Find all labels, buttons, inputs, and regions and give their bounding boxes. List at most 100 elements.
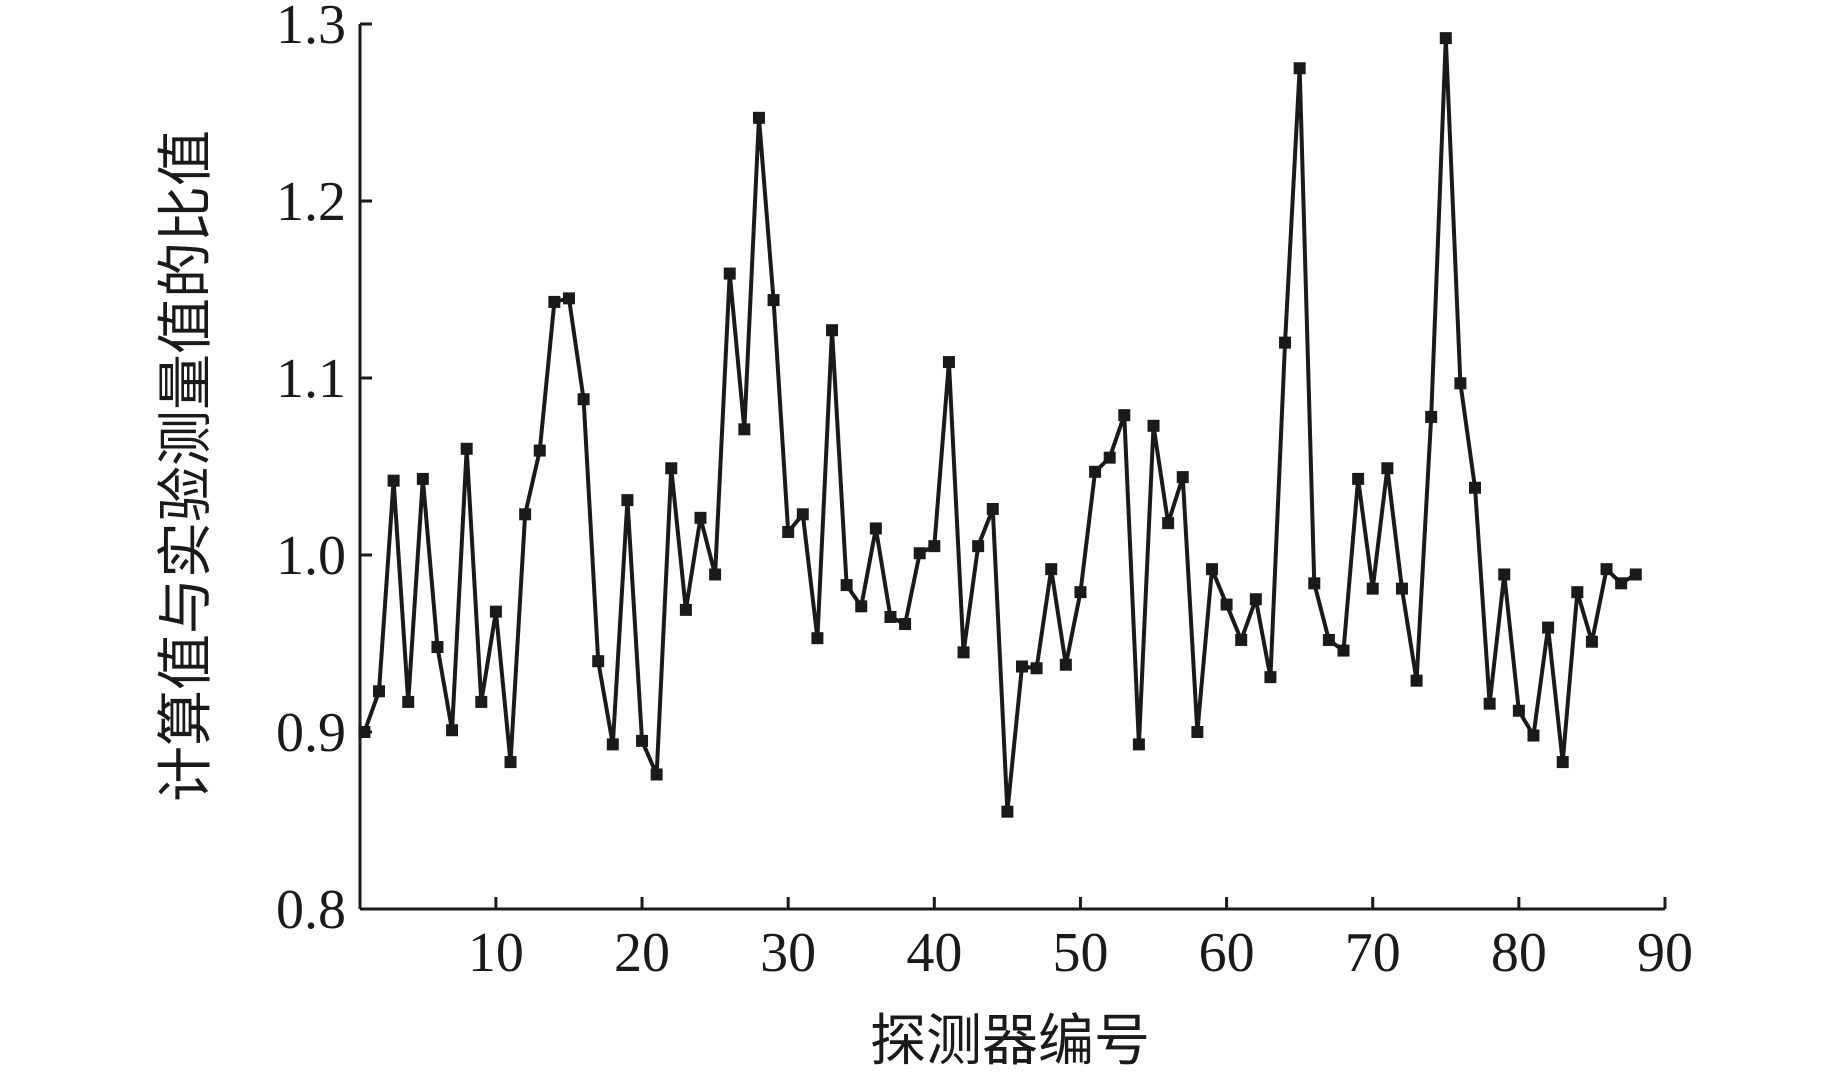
marker xyxy=(782,525,795,538)
marker xyxy=(1469,481,1482,494)
marker xyxy=(913,547,926,560)
x-tick-label: 80 xyxy=(1491,922,1547,984)
marker xyxy=(665,462,678,475)
marker xyxy=(1352,472,1365,485)
x-tick-label: 20 xyxy=(614,922,670,984)
marker xyxy=(840,579,853,592)
marker xyxy=(562,292,575,305)
marker xyxy=(957,646,970,659)
marker xyxy=(1176,471,1189,484)
y-tick-label: 1.3 xyxy=(276,0,346,56)
x-tick-label: 10 xyxy=(468,922,524,984)
y-tick-label: 1.1 xyxy=(276,348,346,410)
marker xyxy=(1308,577,1321,590)
marker xyxy=(796,508,809,521)
marker xyxy=(1439,32,1452,45)
marker xyxy=(650,768,663,781)
marker xyxy=(1045,563,1058,576)
y-tick-label: 1.2 xyxy=(276,171,346,233)
marker xyxy=(621,494,634,507)
marker xyxy=(884,610,897,623)
x-tick-label: 50 xyxy=(1052,922,1108,984)
marker xyxy=(869,522,882,535)
marker xyxy=(636,734,649,747)
marker xyxy=(1571,586,1584,599)
marker xyxy=(1220,598,1233,611)
marker xyxy=(1001,805,1014,818)
marker xyxy=(972,540,985,553)
marker xyxy=(1395,582,1408,595)
marker xyxy=(928,540,941,553)
marker xyxy=(1030,662,1043,675)
marker xyxy=(942,356,955,369)
marker xyxy=(709,568,722,581)
marker xyxy=(504,756,517,769)
marker xyxy=(1191,726,1204,738)
marker xyxy=(1118,409,1131,422)
marker xyxy=(416,472,429,485)
marker xyxy=(372,685,385,698)
x-tick-label: 70 xyxy=(1345,922,1401,984)
marker xyxy=(1366,582,1379,595)
marker xyxy=(1585,635,1598,648)
marker xyxy=(460,442,473,455)
marker xyxy=(1264,671,1277,684)
marker xyxy=(738,423,751,436)
marker xyxy=(548,295,561,308)
y-tick-label: 0.9 xyxy=(276,702,346,764)
marker xyxy=(577,393,590,406)
marker xyxy=(606,738,619,751)
x-axis-label: 探测器编号 xyxy=(870,1011,1150,1073)
marker xyxy=(358,726,371,738)
marker xyxy=(811,632,824,645)
marker xyxy=(767,294,780,307)
marker xyxy=(1381,462,1394,475)
marker xyxy=(1059,658,1072,671)
marker xyxy=(1293,62,1306,75)
marker xyxy=(1147,419,1160,432)
marker xyxy=(1162,517,1175,530)
marker xyxy=(431,641,444,654)
marker xyxy=(723,267,736,280)
marker xyxy=(1629,568,1642,581)
marker xyxy=(1089,465,1102,478)
marker xyxy=(1410,674,1423,687)
marker xyxy=(1322,633,1335,646)
marker xyxy=(1132,738,1145,751)
marker xyxy=(1015,660,1028,673)
marker xyxy=(387,474,400,487)
x-tick-label: 90 xyxy=(1637,922,1693,984)
marker xyxy=(899,618,912,631)
marker xyxy=(475,695,488,708)
marker xyxy=(1103,451,1116,464)
marker xyxy=(752,111,765,124)
marker xyxy=(826,324,839,337)
marker xyxy=(694,511,707,524)
marker xyxy=(592,655,605,668)
marker xyxy=(1235,633,1248,646)
marker xyxy=(1556,756,1569,769)
marker xyxy=(489,605,502,618)
marker xyxy=(986,502,999,515)
marker xyxy=(1074,586,1087,599)
marker xyxy=(1615,577,1628,590)
x-tick-label: 40 xyxy=(906,922,962,984)
x-tick-label: 60 xyxy=(1199,922,1255,984)
marker xyxy=(1337,644,1350,657)
marker xyxy=(1483,697,1496,710)
marker xyxy=(1425,410,1438,423)
marker xyxy=(1542,621,1555,634)
marker xyxy=(1527,729,1540,742)
marker xyxy=(1454,377,1467,390)
marker xyxy=(1205,563,1218,576)
marker xyxy=(1249,593,1262,606)
marker xyxy=(519,508,532,521)
marker xyxy=(446,724,459,737)
marker xyxy=(402,695,415,708)
x-tick-label: 30 xyxy=(760,922,816,984)
y-tick-label: 0.8 xyxy=(276,879,346,941)
marker xyxy=(679,603,692,616)
marker xyxy=(1512,704,1525,717)
y-tick-label: 1.0 xyxy=(276,525,346,587)
